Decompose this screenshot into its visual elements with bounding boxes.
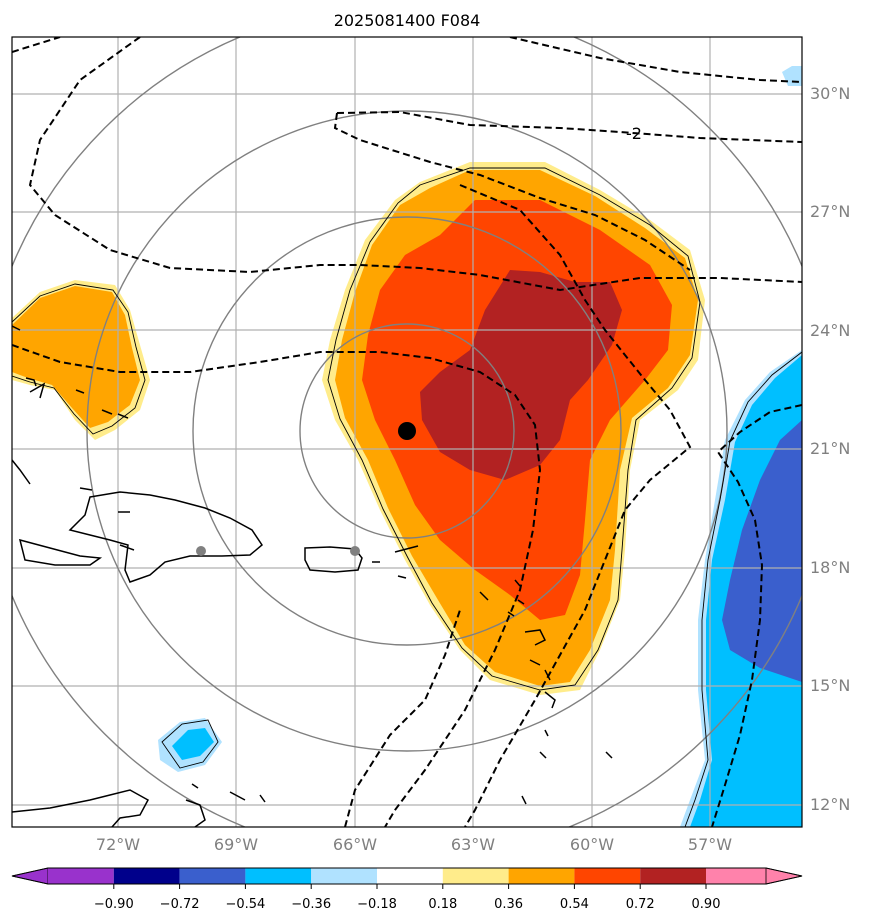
lat-label: 21°N (810, 439, 850, 458)
lon-label: 60°W (570, 835, 614, 854)
lat-label: 27°N (810, 202, 850, 221)
colorbar-ticks (113, 884, 707, 889)
lon-label: 57°W (688, 835, 732, 854)
colorbar-tick-label: −0.54 (225, 897, 265, 912)
colorbar-segment (11, 867, 49, 885)
lat-labels: 30°N 27°N 24°N 21°N 18°N 15°N 12°N (810, 84, 850, 814)
colorbar-tick-label: −0.90 (94, 897, 134, 912)
colorbar-tick-label: 0.54 (560, 897, 589, 912)
colorbar-tick-label: 0.18 (428, 897, 457, 912)
lon-label: 72°W (96, 835, 140, 854)
colorbar-segment (377, 868, 443, 884)
colorbar-tick-label: −0.36 (291, 897, 331, 912)
lon-label: 66°W (333, 835, 377, 854)
lat-label: 15°N (810, 676, 850, 695)
lat-label: 24°N (810, 321, 850, 340)
colorbar-tick-label: 0.72 (626, 897, 655, 912)
colorbar-segment (311, 868, 377, 884)
contour-label: -2 (626, 124, 642, 143)
storm-center-marker (398, 422, 416, 440)
coastlines (12, 325, 613, 827)
map-frame (11, 36, 803, 828)
anomaly-fill-0.72 (420, 270, 622, 480)
colorbar: −0.90 −0.72 −0.54 −0.36 −0.18 0.18 0.36 … (11, 867, 803, 912)
colorbar-segment (765, 867, 803, 885)
city-point-san-juan (350, 546, 360, 556)
lat-label: 30°N (810, 84, 850, 103)
lon-label: 63°W (451, 835, 495, 854)
lon-label: 69°W (214, 835, 258, 854)
colorbar-tick-label: 0.36 (494, 897, 523, 912)
colorbar-tick-label: −0.72 (160, 897, 200, 912)
colorbar-tick-label: 0.90 (692, 897, 721, 912)
east-anomaly-dark-blue (722, 420, 802, 682)
colorbar-segment (245, 868, 312, 884)
anomaly-outlines (12, 167, 802, 827)
range-rings (12, 37, 802, 827)
map-area: -2 (12, 37, 802, 827)
lat-label: 18°N (810, 558, 850, 577)
colorbar-segment (508, 868, 575, 884)
lon-labels: 72°W 69°W 66°W 63°W 60°W 57°W (96, 835, 732, 854)
sw-anomaly-blue (172, 728, 214, 760)
colorbar-segment (706, 868, 766, 884)
city-point-santo-domingo (196, 546, 206, 556)
colorbar-segment (48, 868, 114, 884)
colorbar-segment (574, 868, 641, 884)
colorbar-outline (11, 867, 803, 885)
lat-label: 12°N (810, 795, 850, 814)
colorbar-segment (113, 868, 180, 884)
colorbar-segment (442, 868, 509, 884)
colorbar-segment (179, 868, 246, 884)
colorbar-tick-label: −0.18 (357, 897, 397, 912)
west-anomaly-orange (12, 286, 140, 428)
gridlines (12, 37, 802, 827)
figure-title: 2025081400 F084 (334, 11, 481, 30)
dashed-contours (12, 37, 802, 827)
colorbar-segment (640, 868, 706, 884)
